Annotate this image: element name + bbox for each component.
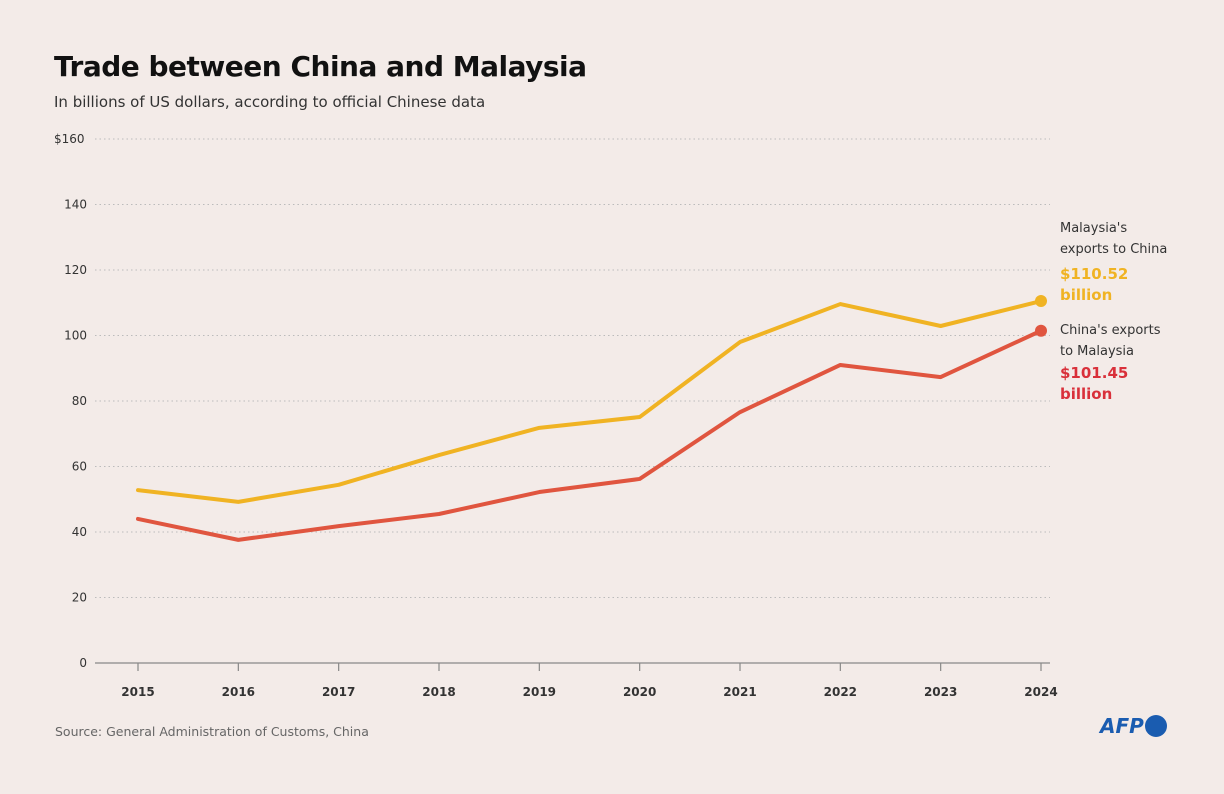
y-tick-label: 100 bbox=[64, 329, 87, 343]
logo-text: AFP bbox=[1100, 714, 1144, 738]
series-endpoint-1 bbox=[1035, 324, 1047, 337]
y-tick-label: $160 bbox=[54, 132, 85, 146]
x-tick-label: 2024 bbox=[1024, 685, 1057, 699]
logo-dot bbox=[1144, 715, 1167, 737]
end-value-unit: billion bbox=[1060, 286, 1113, 304]
series-label: Malaysia's bbox=[1060, 221, 1128, 236]
series-line-0 bbox=[136, 299, 1043, 504]
y-tick-label: 60 bbox=[72, 460, 87, 474]
x-tick-label: 2023 bbox=[924, 685, 957, 699]
end-value: $101.45 bbox=[1060, 364, 1129, 382]
x-tick-label: 2019 bbox=[523, 685, 556, 699]
x-tick-label: 2018 bbox=[422, 685, 455, 699]
end-value-unit: billion bbox=[1060, 385, 1113, 403]
series-endpoint-0 bbox=[1035, 295, 1047, 308]
y-tick-label: 80 bbox=[72, 394, 87, 408]
y-tick-label: 0 bbox=[79, 656, 87, 670]
y-tick-label: 120 bbox=[64, 263, 87, 277]
x-tick-label: 2022 bbox=[824, 685, 857, 699]
legend-china-exports: China's exports to Malaysia $101.45 bill… bbox=[1060, 320, 1161, 405]
afp-logo: AFP bbox=[1100, 714, 1167, 738]
x-tick-label: 2015 bbox=[121, 685, 154, 699]
legend-malaysia-exports: Malaysia's exports to China $110.52 bill… bbox=[1060, 218, 1167, 306]
x-tick-label: 2020 bbox=[623, 685, 656, 699]
series-label: exports to China bbox=[1060, 242, 1168, 257]
chart-title: Trade between China and Malaysia bbox=[54, 50, 587, 83]
y-tick-label: 20 bbox=[72, 591, 87, 605]
x-tick-label: 2021 bbox=[723, 685, 756, 699]
series-line-1 bbox=[136, 328, 1043, 542]
end-value: $110.52 bbox=[1060, 265, 1129, 283]
x-tick-label: 2017 bbox=[322, 685, 355, 699]
y-tick-label: 40 bbox=[72, 525, 87, 539]
y-tick-label: 140 bbox=[64, 198, 87, 212]
source-note: Source: General Administration of Custom… bbox=[55, 724, 369, 739]
series-label: to Malaysia bbox=[1060, 344, 1134, 359]
series-label: China's exports bbox=[1060, 323, 1161, 338]
x-tick-label: 2016 bbox=[222, 685, 255, 699]
chart-subtitle: In billions of US dollars, according to … bbox=[54, 93, 486, 111]
